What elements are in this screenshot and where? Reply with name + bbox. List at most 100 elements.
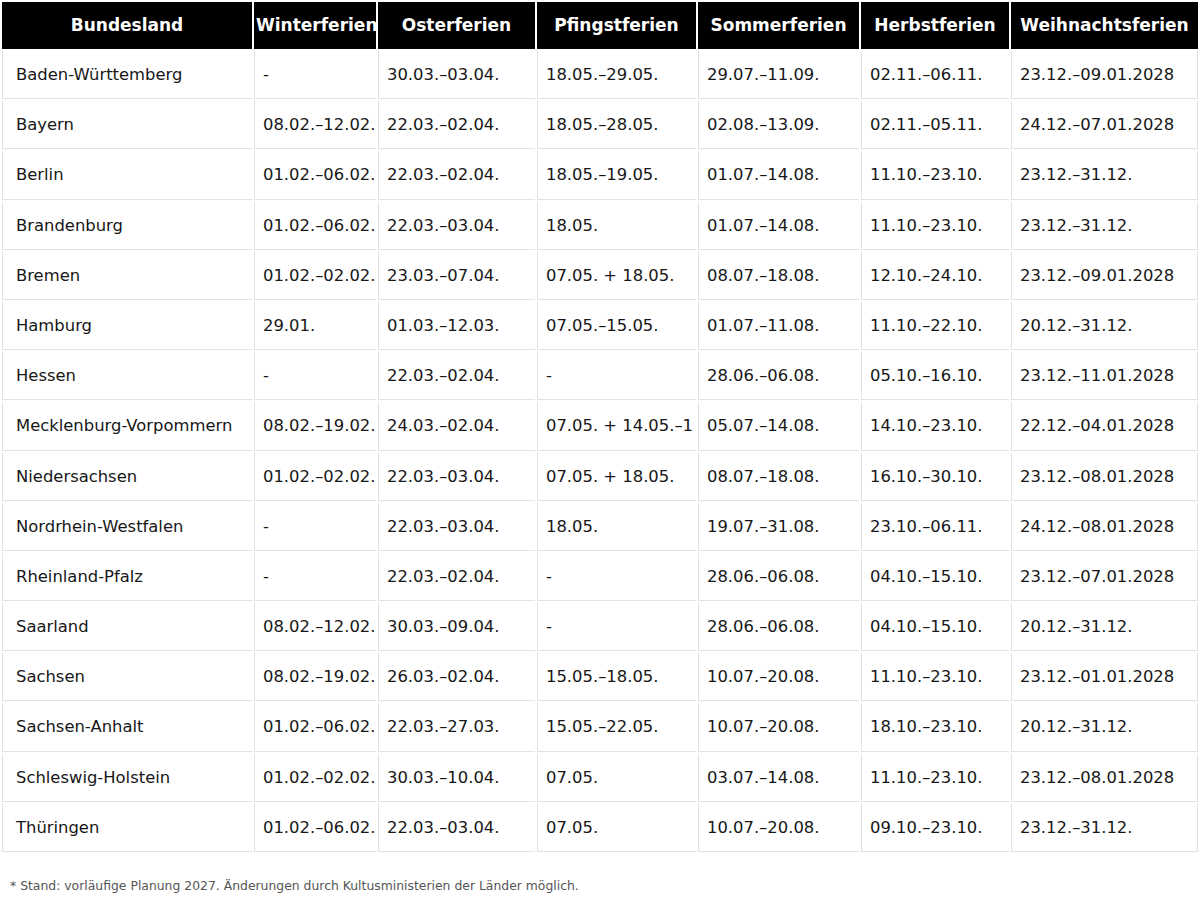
holiday-date-cell: 08.02.–12.02. [254, 101, 376, 149]
holiday-date-cell: 24.03.–02.04. [378, 402, 535, 450]
holiday-date-cell: 07.05. + 14.05.–1 [537, 402, 696, 450]
holiday-date-cell: 22.03.–03.04. [378, 202, 535, 250]
holiday-date-cell: 02.08.–13.09. [698, 101, 859, 149]
column-header-sommerferien: Sommerferien [698, 2, 859, 49]
holiday-date-cell: 09.10.–23.10. [861, 804, 1009, 852]
state-name-cell: Rheinland-Pfalz [2, 553, 252, 601]
holiday-date-cell: 24.12.–07.01.2028 [1011, 101, 1198, 149]
holiday-date-cell: 18.05.–28.05. [537, 101, 696, 149]
holiday-date-cell: 08.02.–19.02. [254, 653, 376, 701]
holiday-date-cell: - [254, 553, 376, 601]
holiday-date-cell: 22.03.–03.04. [378, 503, 535, 551]
holiday-date-cell: 02.11.–06.11. [861, 51, 1009, 99]
holiday-date-cell: 28.06.–06.08. [698, 603, 859, 651]
table-body: Baden-Württemberg-30.03.–03.04.18.05.–29… [2, 51, 1198, 852]
holiday-date-cell: 14.10.–23.10. [861, 402, 1009, 450]
table-row: Sachsen08.02.–19.02.26.03.–02.04.15.05.–… [2, 653, 1198, 701]
column-header-winterferien: Winterferien [254, 2, 376, 49]
holiday-date-cell: 01.02.–02.02. [254, 252, 376, 300]
holiday-date-cell: 28.06.–06.08. [698, 352, 859, 400]
holiday-date-cell: 23.12.–09.01.2028 [1011, 51, 1198, 99]
table-row: Hamburg29.01.01.03.–12.03.07.05.–15.05.0… [2, 302, 1198, 350]
holiday-date-cell: 08.07.–18.08. [698, 453, 859, 501]
holiday-date-cell: 15.05.–22.05. [537, 703, 696, 751]
state-name-cell: Bremen [2, 252, 252, 300]
holiday-date-cell: - [254, 352, 376, 400]
table-row: Bayern08.02.–12.02.22.03.–02.04.18.05.–2… [2, 101, 1198, 149]
holiday-date-cell: 22.12.–04.01.2028 [1011, 402, 1198, 450]
table-row: Schleswig-Holstein01.02.–02.02.30.03.–10… [2, 754, 1198, 802]
state-name-cell: Brandenburg [2, 202, 252, 250]
holiday-date-cell: 22.03.–02.04. [378, 352, 535, 400]
holiday-date-cell: 05.07.–14.08. [698, 402, 859, 450]
holiday-date-cell: 23.03.–07.04. [378, 252, 535, 300]
holiday-date-cell: 18.05. [537, 202, 696, 250]
holiday-date-cell: 29.01. [254, 302, 376, 350]
state-name-cell: Sachsen [2, 653, 252, 701]
holiday-date-cell: 01.02.–06.02. [254, 804, 376, 852]
holiday-date-cell: 22.03.–02.04. [378, 151, 535, 199]
holiday-date-cell: 11.10.–22.10. [861, 302, 1009, 350]
holiday-date-cell: - [254, 503, 376, 551]
holiday-date-cell: 10.07.–20.08. [698, 703, 859, 751]
column-header-pfingstferien: Pfingstferien [537, 2, 696, 49]
holiday-date-cell: 11.10.–23.10. [861, 202, 1009, 250]
school-holidays-table: Bundesland Winterferien Osterferien Pfin… [0, 0, 1200, 854]
holiday-date-cell: 23.12.–08.01.2028 [1011, 754, 1198, 802]
holiday-date-cell: 16.10.–30.10. [861, 453, 1009, 501]
holiday-date-cell: 28.06.–06.08. [698, 553, 859, 601]
holiday-date-cell: 30.03.–10.04. [378, 754, 535, 802]
holiday-date-cell: 08.07.–18.08. [698, 252, 859, 300]
state-name-cell: Hessen [2, 352, 252, 400]
holiday-date-cell: 07.05. + 18.05. [537, 252, 696, 300]
table-row: Sachsen-Anhalt01.02.–06.02.22.03.–27.03.… [2, 703, 1198, 751]
state-name-cell: Baden-Württemberg [2, 51, 252, 99]
holiday-date-cell: 07.05. [537, 754, 696, 802]
holiday-date-cell: 01.07.–14.08. [698, 151, 859, 199]
holiday-date-cell: 02.11.–05.11. [861, 101, 1009, 149]
holiday-date-cell: 23.12.–11.01.2028 [1011, 352, 1198, 400]
holiday-date-cell: 22.03.–02.04. [378, 553, 535, 601]
column-header-osterferien: Osterferien [378, 2, 535, 49]
holiday-date-cell: 26.03.–02.04. [378, 653, 535, 701]
table-row: Thüringen01.02.–06.02.22.03.–03.04.07.05… [2, 804, 1198, 852]
holiday-date-cell: 01.03.–12.03. [378, 302, 535, 350]
holiday-date-cell: 20.12.–31.12. [1011, 603, 1198, 651]
holiday-date-cell: 01.02.–06.02. [254, 703, 376, 751]
holiday-date-cell: - [537, 352, 696, 400]
column-header-weihnachtsferien: Weihnachtsferien [1011, 2, 1198, 49]
holiday-date-cell: 05.10.–16.10. [861, 352, 1009, 400]
state-name-cell: Sachsen-Anhalt [2, 703, 252, 751]
holiday-date-cell: 07.05.–15.05. [537, 302, 696, 350]
holiday-date-cell: 29.07.–11.09. [698, 51, 859, 99]
holiday-date-cell: 18.10.–23.10. [861, 703, 1009, 751]
holiday-date-cell: 07.05. + 18.05. [537, 453, 696, 501]
holiday-date-cell: 01.07.–11.08. [698, 302, 859, 350]
table-row: Saarland08.02.–12.02.30.03.–09.04.-28.06… [2, 603, 1198, 651]
holiday-date-cell: 23.12.–08.01.2028 [1011, 453, 1198, 501]
holiday-date-cell: 23.12.–07.01.2028 [1011, 553, 1198, 601]
state-name-cell: Mecklenburg-Vorpommern [2, 402, 252, 450]
holiday-date-cell: 23.12.–31.12. [1011, 202, 1198, 250]
state-name-cell: Nordrhein-Westfalen [2, 503, 252, 551]
holiday-date-cell: 23.12.–09.01.2028 [1011, 252, 1198, 300]
holiday-date-cell: 01.02.–06.02. [254, 202, 376, 250]
holiday-date-cell: 23.12.–01.01.2028 [1011, 653, 1198, 701]
footnote: * Stand: vorläufige Planung 2027. Änderu… [10, 878, 1200, 893]
holiday-date-cell: 20.12.–31.12. [1011, 302, 1198, 350]
holiday-date-cell: 04.10.–15.10. [861, 553, 1009, 601]
state-name-cell: Thüringen [2, 804, 252, 852]
header-row: Bundesland Winterferien Osterferien Pfin… [2, 2, 1198, 49]
holiday-date-cell: 18.05.–19.05. [537, 151, 696, 199]
holiday-date-cell: 11.10.–23.10. [861, 151, 1009, 199]
holiday-date-cell: 08.02.–12.02. [254, 603, 376, 651]
state-name-cell: Bayern [2, 101, 252, 149]
holiday-date-cell: 20.12.–31.12. [1011, 703, 1198, 751]
holiday-date-cell: 23.12.–31.12. [1011, 151, 1198, 199]
state-name-cell: Berlin [2, 151, 252, 199]
table-row: Brandenburg01.02.–06.02.22.03.–03.04.18.… [2, 202, 1198, 250]
holiday-date-cell: 01.02.–02.02. [254, 754, 376, 802]
state-name-cell: Schleswig-Holstein [2, 754, 252, 802]
holiday-date-cell: 22.03.–27.03. [378, 703, 535, 751]
holiday-date-cell: 18.05. [537, 503, 696, 551]
